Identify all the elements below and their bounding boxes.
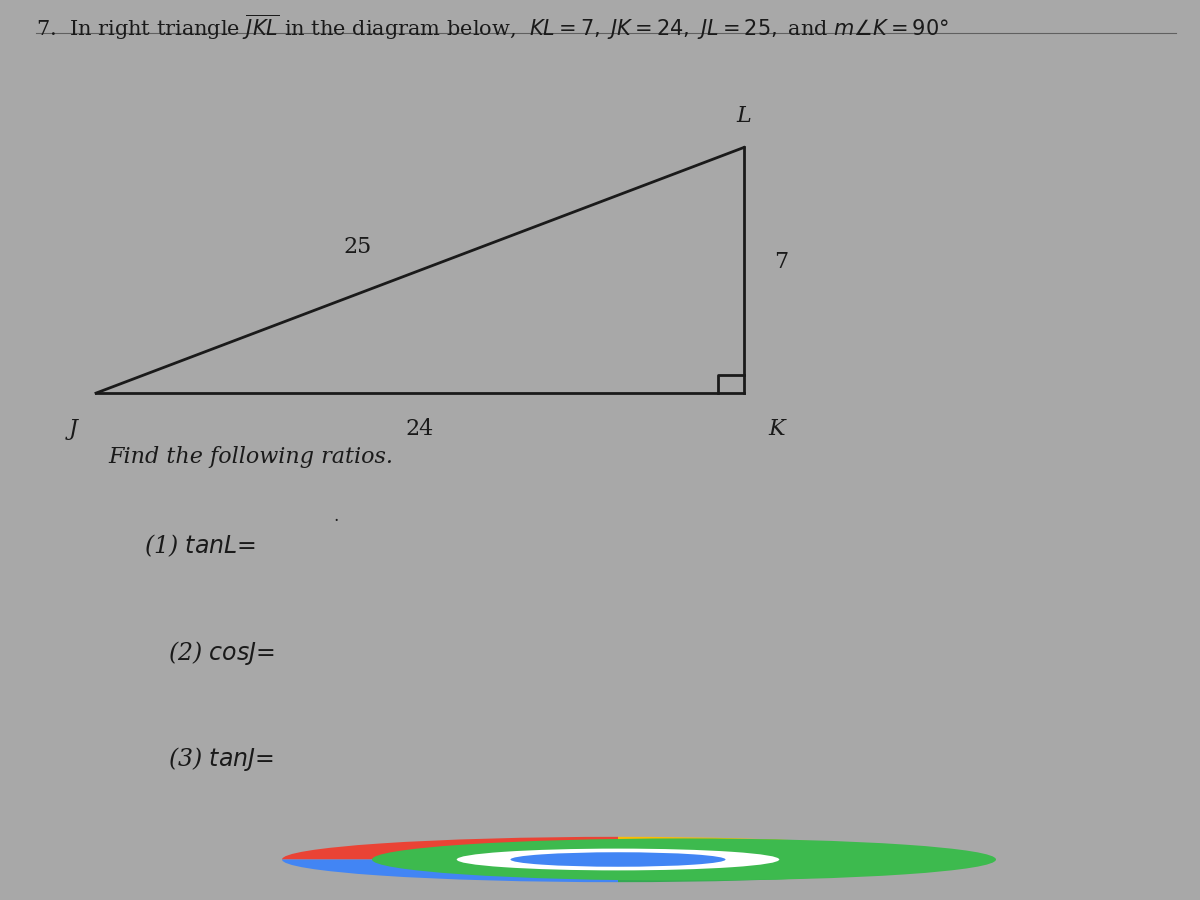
Text: 24: 24 — [406, 418, 434, 440]
Text: Find the following ratios.: Find the following ratios. — [108, 446, 394, 468]
Wedge shape — [618, 837, 954, 859]
Text: K: K — [768, 418, 785, 440]
Text: 25: 25 — [343, 236, 372, 258]
Text: 7.  In right triangle $\overline{JKL}$ in the diagram below,  $KL = 7,\ JK = 24,: 7. In right triangle $\overline{JKL}$ in… — [36, 13, 949, 41]
Text: .: . — [334, 508, 338, 525]
Text: J: J — [70, 418, 78, 440]
Wedge shape — [282, 837, 618, 859]
Wedge shape — [618, 860, 954, 882]
Text: (2) $\mathit{cos}$$\mathit{J}$=: (2) $\mathit{cos}$$\mathit{J}$= — [168, 639, 275, 667]
Circle shape — [372, 839, 996, 880]
Wedge shape — [282, 860, 618, 882]
Circle shape — [510, 852, 726, 867]
Text: (1) $\mathit{tan}$$\mathit{L}$=: (1) $\mathit{tan}$$\mathit{L}$= — [144, 533, 256, 559]
Circle shape — [457, 849, 779, 870]
Text: 7: 7 — [774, 251, 788, 273]
Text: (3) $\mathit{tan}$$\mathit{J}$=: (3) $\mathit{tan}$$\mathit{J}$= — [168, 745, 274, 773]
Text: L: L — [737, 105, 751, 127]
